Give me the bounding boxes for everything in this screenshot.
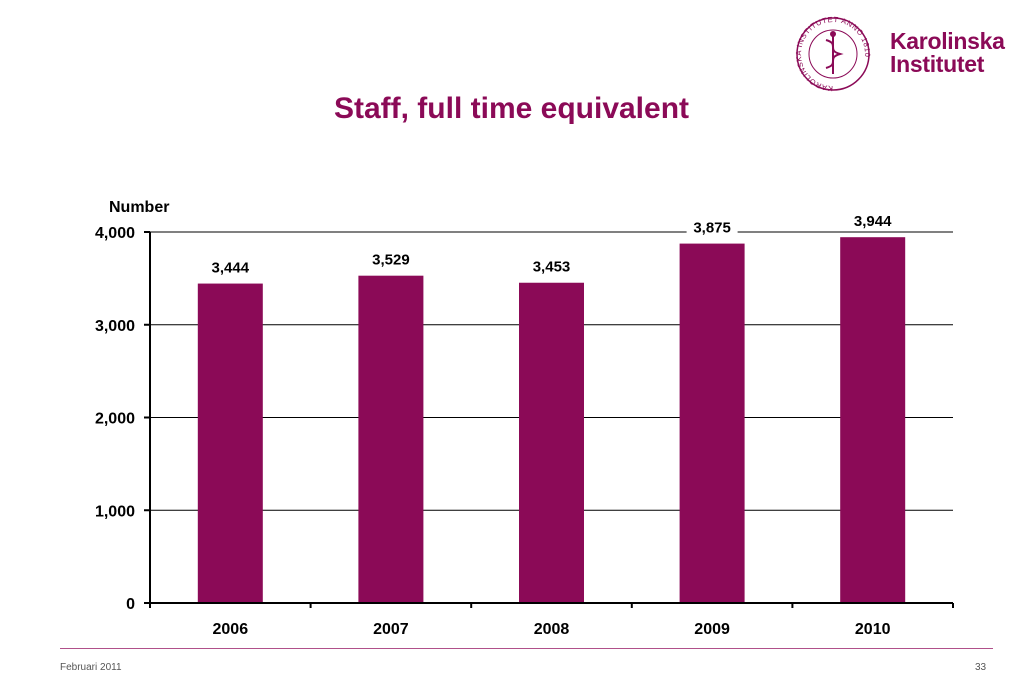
data-label: 3,875 xyxy=(693,220,731,237)
y-tick-label: 1,000 xyxy=(95,503,135,520)
data-label-background xyxy=(686,218,738,237)
y-tick-label: 3,000 xyxy=(95,318,135,335)
data-label-background xyxy=(526,257,577,276)
data-label: 3,944 xyxy=(854,213,892,230)
slide-title: Staff, full time equivalent xyxy=(333,92,690,125)
x-tick-label: 2006 xyxy=(213,621,249,638)
x-tick-label: 2008 xyxy=(534,621,570,638)
bar xyxy=(840,237,906,603)
bar xyxy=(197,283,263,603)
logo-line-2: Institutet xyxy=(890,51,985,77)
data-label-background xyxy=(204,258,256,277)
bar xyxy=(519,282,584,603)
page-number: 33 xyxy=(975,662,987,673)
data-label-background xyxy=(847,212,899,231)
footer-divider xyxy=(60,648,993,649)
y-tick-label: 2,000 xyxy=(95,411,135,428)
data-label: 3,453 xyxy=(533,259,571,276)
y-tick-label: 0 xyxy=(126,596,135,613)
logo-wordmark: Karolinska Institutet xyxy=(890,30,1005,76)
footer-date: Februari 2011 xyxy=(60,662,122,673)
data-label: 3,529 xyxy=(372,252,410,269)
bar xyxy=(358,275,424,603)
logo-line-1: Karolinska xyxy=(890,28,1005,54)
x-tick-label: 2007 xyxy=(373,621,409,638)
bar xyxy=(679,243,745,603)
y-tick-label: 4,000 xyxy=(95,225,135,242)
karolinska-seal-icon: KAROLINSKA INSTITUTET ANNO 1810 xyxy=(795,16,872,92)
x-tick-label: 2010 xyxy=(855,621,891,638)
x-tick-label: 2009 xyxy=(694,621,730,638)
data-label: 3,444 xyxy=(212,260,250,277)
y-axis-label: Number xyxy=(109,199,169,216)
data-label-background xyxy=(365,250,417,269)
